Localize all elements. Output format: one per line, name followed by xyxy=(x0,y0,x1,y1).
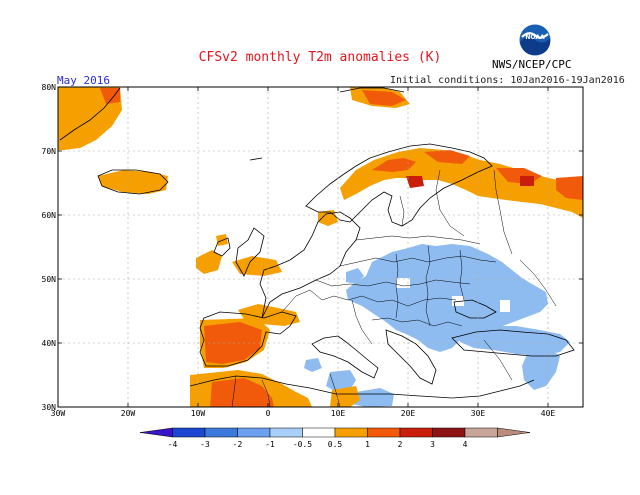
lon-label: 0 xyxy=(266,409,271,418)
lon-label: 30E xyxy=(471,409,486,418)
colorbar-swatch xyxy=(139,427,173,438)
colorbar-swatch xyxy=(464,427,498,438)
colorbar-swatch xyxy=(172,427,206,438)
lon-label: 30W xyxy=(51,409,66,418)
colorbar-label: 4 xyxy=(463,440,468,449)
colorbar-label: -1 xyxy=(265,440,275,449)
forecast-period: May 2016 xyxy=(57,74,110,87)
lat-label: 40N xyxy=(42,339,57,348)
lon-label: 40E xyxy=(541,409,556,418)
colorbar-swatch xyxy=(204,427,238,438)
lon-label: 10W xyxy=(191,409,206,418)
graticule xyxy=(58,87,583,407)
axis-ticks xyxy=(57,86,583,408)
warm-anomaly-dark xyxy=(406,176,534,188)
colorbar-swatches xyxy=(139,427,531,438)
colorbar-label: 1 xyxy=(365,440,370,449)
longitude-labels: 30W 20W 10W 0 10E 20E 30E 40E xyxy=(51,409,556,418)
lat-label: 80N xyxy=(42,83,57,92)
lon-label: 20E xyxy=(401,409,416,418)
agency-label: NWS/NCEP/CPC xyxy=(492,58,572,71)
colorbar-label: 0.5 xyxy=(328,440,343,449)
noaa-logo-text: NOAA xyxy=(525,34,545,41)
colorbar-swatch xyxy=(432,427,466,438)
country-borders xyxy=(231,169,557,407)
lat-label: 30N xyxy=(42,403,57,412)
lat-label: 70N xyxy=(42,147,57,156)
colorbar-swatch xyxy=(334,427,368,438)
colorbar-swatch xyxy=(367,427,401,438)
neutral-patches xyxy=(396,278,510,312)
lat-label: 60N xyxy=(42,211,57,220)
lat-label: 50N xyxy=(42,275,57,284)
lon-label: 20W xyxy=(121,409,136,418)
colorbar-label: -4 xyxy=(168,440,178,449)
map-title: CFSv2 monthly T2m anomalies (K) xyxy=(198,50,442,65)
coastlines xyxy=(59,87,575,399)
colorbar-swatch xyxy=(269,427,303,438)
cold-anomaly-region xyxy=(304,244,570,407)
colorbar-label: -3 xyxy=(200,440,210,449)
map-frame xyxy=(57,86,584,408)
colorbar-swatch xyxy=(399,427,433,438)
colorbar-labels: -4 -3 -2 -1 -0.5 0.5 1 2 3 4 xyxy=(168,440,468,449)
colorbar-label: -0.5 xyxy=(293,440,312,449)
colorbar-swatch xyxy=(237,427,271,438)
lon-label: 10E xyxy=(331,409,346,418)
colorbar-swatch xyxy=(497,427,531,438)
initial-conditions: Initial conditions: 10Jan2016-19Jan2016 xyxy=(390,75,625,86)
latitude-labels: 80N 70N 60N 50N 40N 30N xyxy=(42,83,57,412)
noaa-logo: NOAA xyxy=(519,24,551,56)
colorbar-swatch xyxy=(302,427,336,438)
colorbar-label: 2 xyxy=(398,440,403,449)
colorbar-label: 3 xyxy=(430,440,435,449)
colorbar-label: -2 xyxy=(233,440,243,449)
